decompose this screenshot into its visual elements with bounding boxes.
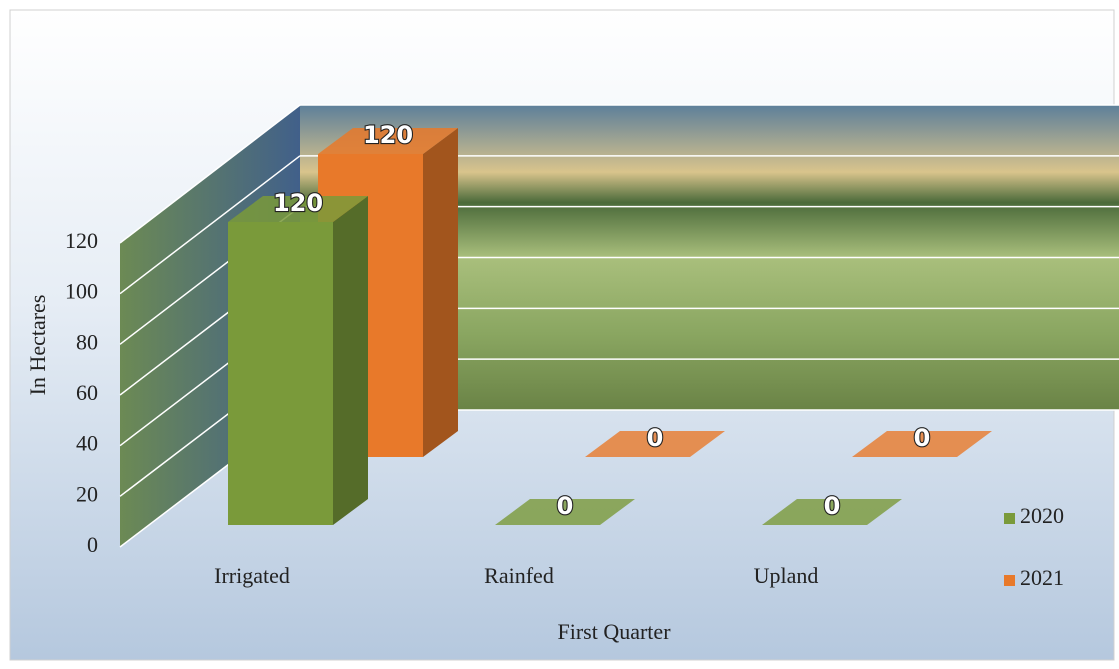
y-tick-label: 60 bbox=[76, 380, 98, 405]
x-tick-label: Irrigated bbox=[214, 563, 290, 588]
y-tick-label: 100 bbox=[65, 279, 98, 304]
legend-swatch bbox=[1004, 513, 1015, 524]
bar-top bbox=[318, 128, 458, 154]
y-tick-label: 20 bbox=[76, 481, 98, 506]
bar-flat bbox=[852, 431, 992, 457]
y-tick-label: 0 bbox=[87, 532, 98, 557]
bar-side bbox=[423, 128, 458, 457]
y-axis-title: In Hectares bbox=[25, 295, 50, 396]
bar-top bbox=[228, 196, 368, 222]
bar-flat bbox=[585, 431, 725, 457]
y-tick-label: 120 bbox=[65, 228, 98, 253]
bar-flat bbox=[495, 499, 635, 525]
x-tick-label: Rainfed bbox=[484, 563, 554, 588]
bar-front bbox=[228, 222, 333, 525]
data-label: 120 bbox=[273, 189, 323, 217]
y-tick-label: 40 bbox=[76, 431, 98, 456]
data-label: 0 bbox=[557, 492, 574, 520]
y-tick-label: 80 bbox=[76, 329, 98, 354]
bar bbox=[495, 499, 635, 525]
grid-line bbox=[119, 155, 301, 295]
x-tick-label: Upland bbox=[754, 563, 819, 588]
legend-swatch bbox=[1004, 575, 1015, 586]
data-label: 120 bbox=[363, 121, 413, 149]
legend-label: 2021 bbox=[1020, 565, 1064, 590]
data-label: 0 bbox=[647, 424, 664, 452]
bar-side bbox=[333, 196, 368, 525]
x-axis-title: First Quarter bbox=[557, 619, 671, 644]
bar bbox=[228, 196, 368, 525]
bar bbox=[762, 499, 902, 525]
data-label: 0 bbox=[824, 492, 841, 520]
bar-flat bbox=[762, 499, 902, 525]
grid-line bbox=[119, 104, 301, 244]
legend-label: 2020 bbox=[1020, 503, 1064, 528]
bar bbox=[852, 431, 992, 457]
bar bbox=[585, 431, 725, 457]
data-label: 0 bbox=[914, 424, 931, 452]
